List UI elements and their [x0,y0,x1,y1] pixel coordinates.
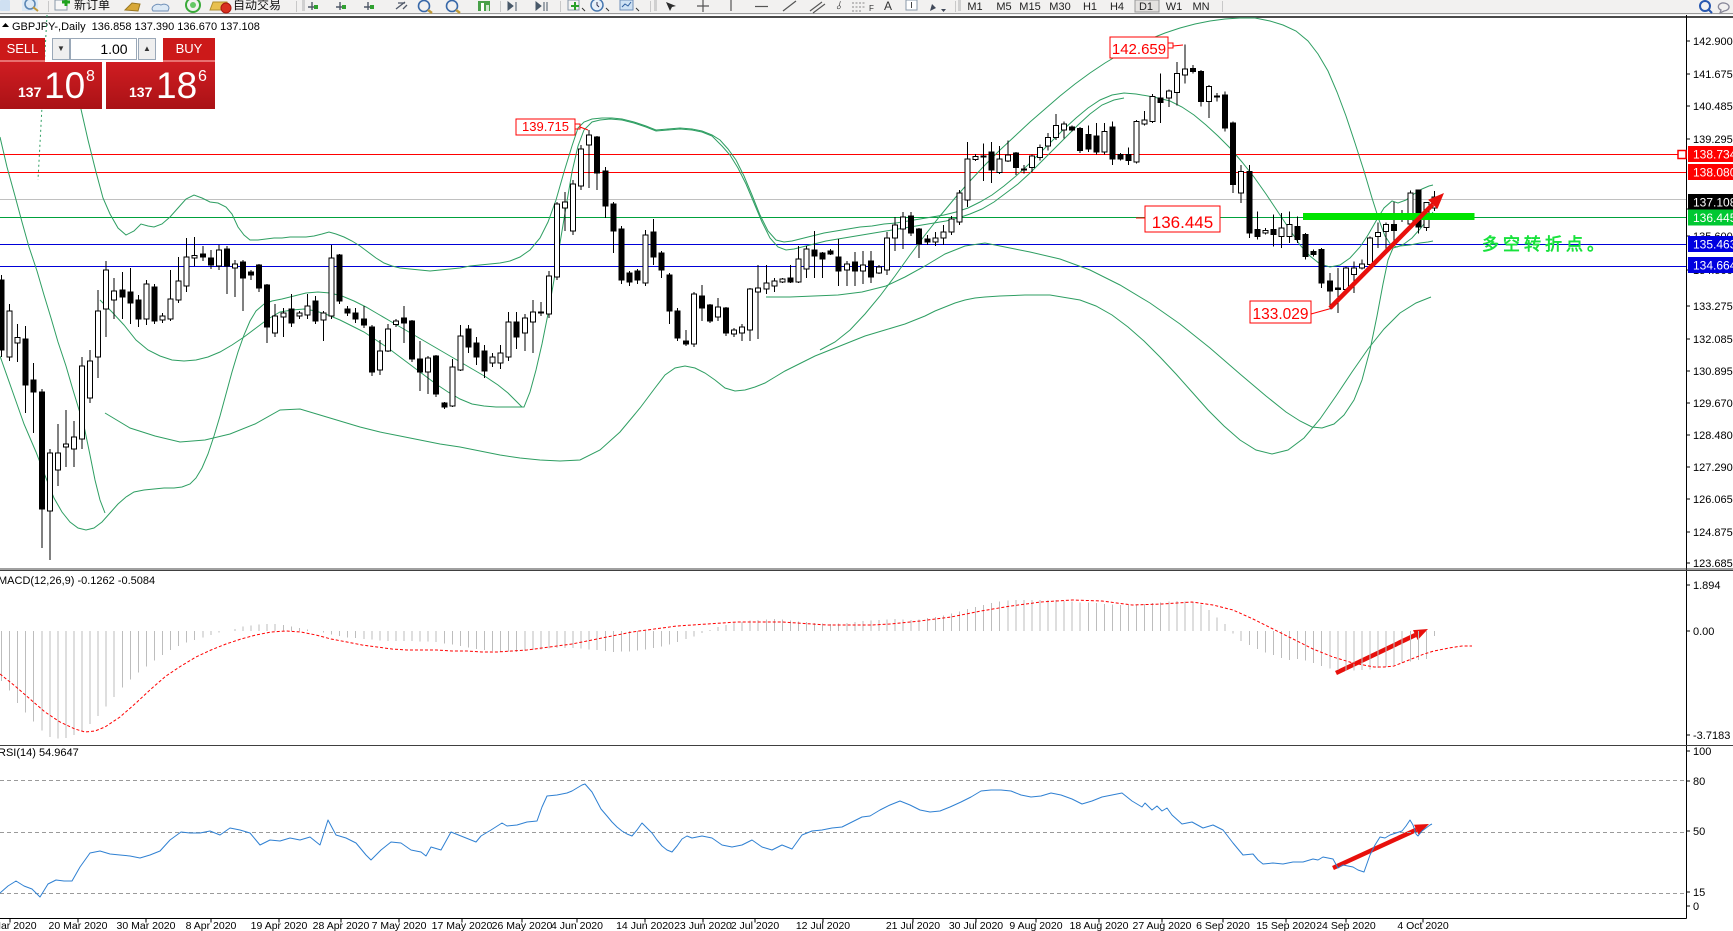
svg-text:138.734: 138.734 [1693,148,1733,162]
svg-text:140.485: 140.485 [1693,101,1733,113]
svg-text:6 Sep 2020: 6 Sep 2020 [1196,920,1250,931]
svg-text:138.080: 138.080 [1693,166,1733,180]
svg-text:9 Aug 2020: 9 Aug 2020 [1009,920,1062,931]
svg-text:M30: M30 [1049,1,1070,13]
svg-text:30 Mar 2020: 30 Mar 2020 [117,920,176,931]
svg-text:2 Mar 2020: 2 Mar 2020 [0,920,37,931]
svg-text:124.875: 124.875 [1693,527,1733,539]
svg-text:28 Apr 2020: 28 Apr 2020 [313,920,370,931]
svg-text:15 Sep 2020: 15 Sep 2020 [1256,920,1316,931]
svg-text:4 Oct 2020: 4 Oct 2020 [1397,920,1449,931]
svg-text:30 Jul 2020: 30 Jul 2020 [949,920,1003,931]
svg-text:133.029: 133.029 [1252,306,1308,323]
svg-text:0.00: 0.00 [1693,626,1714,638]
svg-text:MACD(12,26,9) -0.1262 -0.5084: MACD(12,26,9) -0.1262 -0.5084 [0,575,155,587]
svg-text:⫰: ⫰ [836,0,841,12]
svg-text:27 Aug 2020: 27 Aug 2020 [1133,920,1192,931]
svg-text:129.670: 129.670 [1693,398,1733,410]
svg-text:15: 15 [1693,887,1705,899]
svg-text:新订单: 新订单 [74,0,110,12]
svg-text:M5: M5 [996,1,1011,13]
svg-text:14 Jun 2020: 14 Jun 2020 [616,920,674,931]
svg-text:139.295: 139.295 [1693,134,1733,146]
svg-text:8 Apr 2020: 8 Apr 2020 [186,920,237,931]
svg-text:1.894: 1.894 [1693,580,1721,592]
svg-text:100: 100 [1693,746,1711,758]
svg-text:50: 50 [1693,826,1705,838]
svg-text:132.085: 132.085 [1693,334,1733,346]
svg-text:2 Jul 2020: 2 Jul 2020 [731,920,780,931]
svg-text:123.685: 123.685 [1693,558,1733,570]
svg-text:135.463: 135.463 [1693,238,1733,252]
svg-text:M1: M1 [967,1,982,13]
svg-text:自动交易: 自动交易 [233,0,281,12]
svg-text:23 Jun 2020: 23 Jun 2020 [674,920,732,931]
svg-text:MN: MN [1192,1,1209,13]
svg-text:GBPJPY-,Daily 136.858 137.390: GBPJPY-,Daily 136.858 137.390 136.670 13… [12,21,260,33]
svg-text:18 Aug 2020: 18 Aug 2020 [1070,920,1129,931]
svg-text:19 Apr 2020: 19 Apr 2020 [251,920,308,931]
svg-text:多空转折点。: 多空转折点。 [1482,234,1608,254]
svg-text:133.275: 133.275 [1693,301,1733,313]
svg-text:142.900: 142.900 [1693,36,1733,48]
svg-text:24 Sep 2020: 24 Sep 2020 [1316,920,1376,931]
svg-text:21 Jul 2020: 21 Jul 2020 [886,920,940,931]
svg-text:136.445: 136.445 [1693,211,1733,225]
svg-text:134.664: 134.664 [1693,259,1733,273]
svg-text:7 May 2020: 7 May 2020 [372,920,427,931]
svg-text:D1: D1 [1139,1,1153,13]
svg-text:126.065: 126.065 [1693,494,1733,506]
svg-text:128.480: 128.480 [1693,430,1733,442]
svg-text:12 Jul 2020: 12 Jul 2020 [796,920,850,931]
svg-text:17 May 2020: 17 May 2020 [432,920,493,931]
svg-text:141.675: 141.675 [1693,69,1733,81]
svg-text:0: 0 [1693,901,1699,913]
svg-text:W1: W1 [1166,1,1183,13]
svg-text:A: A [884,0,892,13]
svg-text:H1: H1 [1083,1,1097,13]
svg-text:80: 80 [1693,776,1705,788]
svg-text:26 May 2020: 26 May 2020 [492,920,553,931]
svg-text:142.659: 142.659 [1112,41,1166,58]
svg-text:139.715: 139.715 [522,119,569,134]
svg-text:136.445: 136.445 [1152,213,1213,232]
svg-text:H4: H4 [1110,1,1124,13]
svg-text:F: F [869,4,874,13]
svg-text:M15: M15 [1019,1,1040,13]
svg-text:RSI(14) 54.9647: RSI(14) 54.9647 [0,747,79,759]
svg-text:137.108: 137.108 [1693,196,1733,210]
svg-text:130.895: 130.895 [1693,366,1733,378]
svg-text:127.290: 127.290 [1693,462,1733,474]
svg-text:-3.7183: -3.7183 [1693,730,1730,742]
svg-text:4 Jun 2020: 4 Jun 2020 [551,920,603,931]
svg-text:20 Mar 2020: 20 Mar 2020 [49,920,108,931]
